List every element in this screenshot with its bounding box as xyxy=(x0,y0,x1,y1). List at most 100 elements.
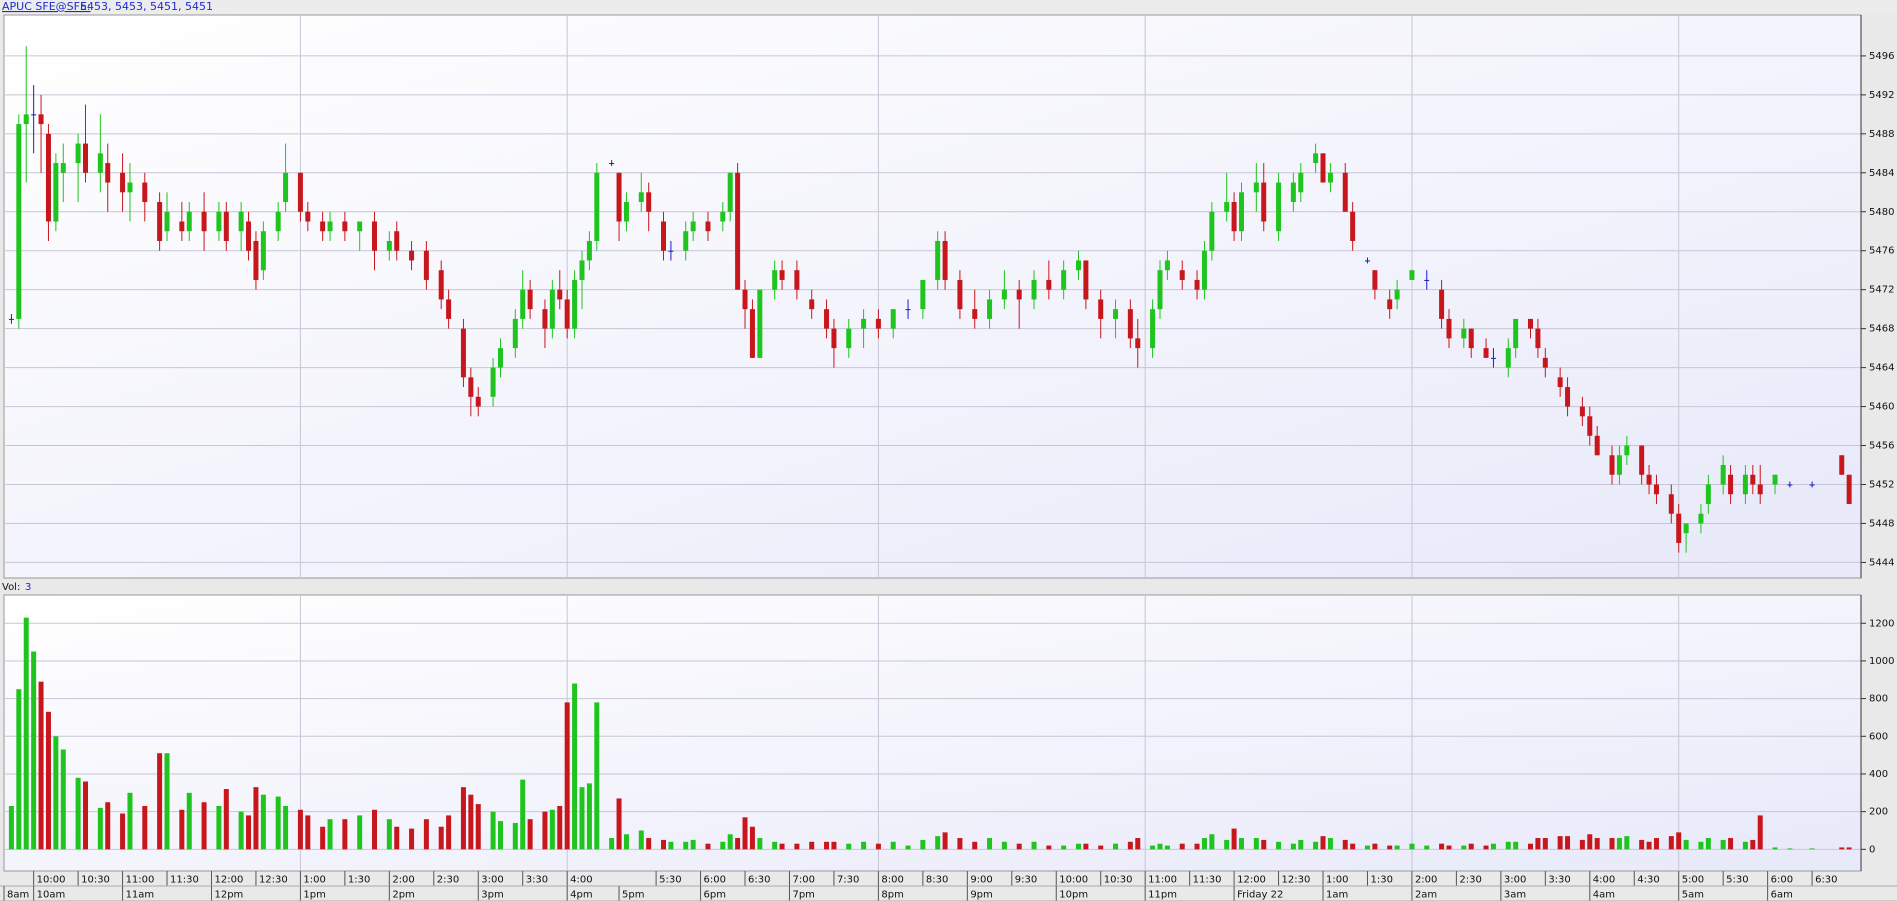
candle-body xyxy=(720,211,726,222)
volume-bar xyxy=(1676,832,1682,850)
candle-body xyxy=(1653,484,1659,495)
volume-bar xyxy=(957,838,963,850)
volume-bar xyxy=(127,792,133,850)
candle-body xyxy=(1342,172,1348,212)
candle-body xyxy=(520,289,526,319)
candle-body xyxy=(1594,435,1600,456)
candle-body xyxy=(794,270,800,290)
candle-body xyxy=(386,240,392,251)
x-tick-label: 10:30 xyxy=(1104,875,1133,886)
volume-bar xyxy=(1720,839,1726,850)
candle-body xyxy=(1505,348,1511,368)
candle-body xyxy=(164,211,170,232)
candle-body xyxy=(935,240,941,280)
candle-body xyxy=(512,318,518,349)
volume-bar xyxy=(16,689,22,850)
candle-body xyxy=(831,328,837,349)
volume-bar xyxy=(564,702,570,850)
x-tick-label: 5:30 xyxy=(1726,875,1748,886)
candle-body xyxy=(1809,484,1815,486)
volume-bar xyxy=(1320,836,1326,850)
volume-bar xyxy=(1194,843,1200,850)
volume-bar xyxy=(1809,848,1815,850)
volume-bar xyxy=(1846,847,1852,850)
volume-bar xyxy=(727,834,733,850)
candle-body xyxy=(446,299,452,319)
volume-bar xyxy=(972,841,978,850)
volume-bar xyxy=(779,843,785,850)
volume-bar xyxy=(586,783,592,850)
candle-body xyxy=(1839,455,1845,475)
volume-bar xyxy=(283,806,289,850)
chart-subtitle: 5453, 5453, 5451, 5451 xyxy=(80,0,213,13)
x-major-label: 11am xyxy=(126,890,155,901)
candle-body xyxy=(1424,279,1430,281)
candle-body xyxy=(972,309,978,319)
volume-bar xyxy=(490,811,496,850)
y-tick-label: 5488 xyxy=(1869,129,1894,140)
volume-title: Vol: xyxy=(2,582,20,593)
candle-body xyxy=(460,328,466,378)
candle-body xyxy=(142,182,148,203)
x-tick-label: 3:30 xyxy=(1548,875,1570,886)
candle-body xyxy=(542,309,548,329)
candle-body xyxy=(1364,260,1370,262)
candle-body xyxy=(1157,270,1163,310)
volume-bar xyxy=(1557,836,1563,850)
candle-body xyxy=(1061,270,1067,290)
volume-bar xyxy=(623,834,629,850)
volume-bar xyxy=(542,811,548,850)
x-major-label: 8pm xyxy=(881,890,903,901)
y-tick-label: 5480 xyxy=(1869,207,1894,218)
volume-bar xyxy=(1001,841,1007,850)
volume-bar xyxy=(1587,834,1593,850)
candle-body xyxy=(179,221,185,232)
candle-body xyxy=(586,240,592,261)
candle-body xyxy=(223,211,229,241)
y-tick-label: 800 xyxy=(1869,694,1888,705)
candle-body xyxy=(1409,270,1415,280)
candle-body xyxy=(357,221,363,232)
volume-bar xyxy=(1639,839,1645,850)
candle-body xyxy=(1313,153,1319,164)
volume-bar xyxy=(1046,845,1052,850)
candle-body xyxy=(579,260,585,280)
candle-body xyxy=(942,240,948,280)
x-tick-label: 3:30 xyxy=(526,875,548,886)
volume-bar xyxy=(1075,843,1081,850)
x-tick-label: 6:00 xyxy=(704,875,726,886)
y-tick-label: 1000 xyxy=(1869,656,1894,667)
volume-bar xyxy=(320,826,326,850)
candle-body xyxy=(661,221,667,251)
candle-body xyxy=(1261,182,1267,222)
y-tick-label: 1200 xyxy=(1869,618,1894,629)
volume-bar xyxy=(164,753,170,850)
x-tick-label: 7:00 xyxy=(792,875,814,886)
volume-bar xyxy=(394,826,400,850)
volume-bar xyxy=(8,806,14,850)
volume-bar xyxy=(742,817,748,850)
candle-body xyxy=(1750,474,1756,485)
candle-body xyxy=(1046,279,1052,290)
candle-body xyxy=(497,348,503,368)
x-tick-label: 2:30 xyxy=(437,875,459,886)
candle-body xyxy=(1320,153,1326,183)
candle-body xyxy=(638,192,644,203)
candle-body xyxy=(690,221,696,232)
candle-body xyxy=(1201,250,1207,290)
x-tick-label: 9:30 xyxy=(1015,875,1037,886)
volume-bar xyxy=(772,841,778,850)
x-major-label: 3pm xyxy=(481,890,503,901)
candle-body xyxy=(772,270,778,290)
candle-body xyxy=(1579,406,1585,417)
volume-bar xyxy=(905,845,911,850)
candle-body xyxy=(861,318,867,329)
x-tick-label: 4:00 xyxy=(1593,875,1615,886)
candle-body xyxy=(875,318,881,329)
x-tick-label: 6:30 xyxy=(748,875,770,886)
candle-body xyxy=(1224,202,1230,212)
volume-bar xyxy=(661,839,667,850)
x-tick-label: 1:30 xyxy=(1370,875,1392,886)
volume-bar xyxy=(409,828,415,850)
candle-body xyxy=(1668,494,1674,514)
